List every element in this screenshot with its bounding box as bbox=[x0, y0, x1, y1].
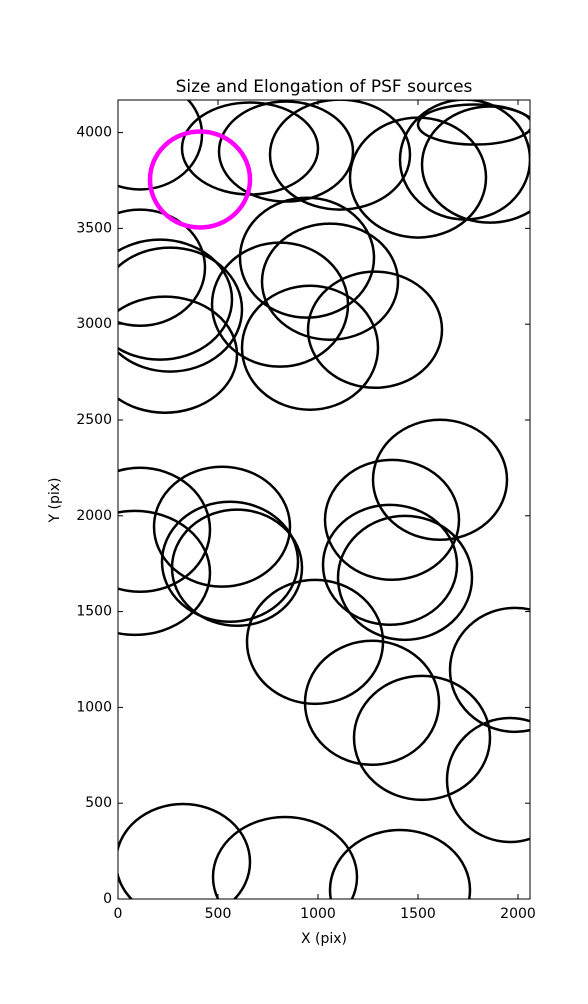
y-tick-label: 0 bbox=[103, 891, 112, 907]
x-axis-label: X (pix) bbox=[301, 931, 347, 947]
psf-ellipse bbox=[118, 802, 252, 899]
psf-ellipse bbox=[323, 458, 461, 582]
psf-ellipse bbox=[118, 295, 239, 414]
psf-ellipse bbox=[321, 503, 459, 627]
y-tick-label: 3500 bbox=[76, 220, 112, 236]
psf-ellipse bbox=[268, 100, 412, 211]
psf-ellipse bbox=[371, 418, 509, 541]
psf-ellipse bbox=[260, 222, 400, 341]
psf-ellipse bbox=[328, 828, 472, 899]
psf-ellipse bbox=[211, 815, 359, 899]
y-axis-label: Y (pix) bbox=[47, 478, 63, 524]
psf-ellipse bbox=[306, 270, 444, 390]
x-tick-label: 500 bbox=[205, 906, 232, 922]
psf-ellipse bbox=[240, 284, 380, 411]
y-tick-label: 3000 bbox=[76, 316, 112, 332]
psf-ellipse bbox=[118, 466, 212, 593]
x-tick-label: 2000 bbox=[500, 906, 536, 922]
psf-ellipse bbox=[448, 606, 530, 734]
y-tick-label: 2500 bbox=[76, 412, 112, 428]
chart-title: Size and Elongation of PSF sources bbox=[176, 77, 473, 97]
y-tick-label: 1000 bbox=[76, 699, 112, 715]
psf-ellipse bbox=[118, 246, 244, 373]
psf-ellipse bbox=[336, 514, 474, 642]
psf-ellipse bbox=[118, 208, 207, 327]
psf-ellipse bbox=[238, 196, 376, 319]
x-tick-label: 1500 bbox=[400, 906, 436, 922]
psf-ellipse bbox=[170, 508, 304, 628]
axes-frame bbox=[117, 99, 531, 900]
psf-ellipse bbox=[118, 100, 204, 191]
plot-area bbox=[118, 100, 530, 899]
psf-ellipse bbox=[445, 716, 530, 844]
x-tick-label: 1000 bbox=[300, 906, 336, 922]
psf-ellipse bbox=[210, 241, 350, 368]
psf-ellipse bbox=[118, 509, 212, 637]
psf-ellipse bbox=[118, 238, 234, 361]
psf-ellipse bbox=[352, 674, 492, 802]
y-tick-label: 1500 bbox=[76, 604, 112, 620]
y-tick-label: 4000 bbox=[76, 125, 112, 141]
psf-ellipse bbox=[160, 500, 300, 623]
psf-ellipse bbox=[147, 129, 253, 230]
x-tick-label: 0 bbox=[114, 906, 123, 922]
psf-ellipse bbox=[420, 105, 530, 224]
y-tick-label: 500 bbox=[85, 795, 112, 811]
psf-ellipse bbox=[152, 465, 292, 588]
y-tick-label: 2000 bbox=[76, 508, 112, 524]
psf-ellipse bbox=[416, 103, 530, 146]
psf-ellipse bbox=[303, 639, 441, 767]
